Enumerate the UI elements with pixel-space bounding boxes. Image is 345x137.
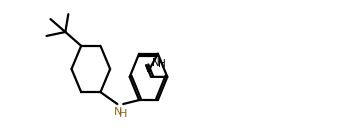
Text: N: N [114,107,122,117]
Text: H: H [119,109,127,119]
Text: N: N [152,58,160,68]
Text: H: H [158,59,166,69]
